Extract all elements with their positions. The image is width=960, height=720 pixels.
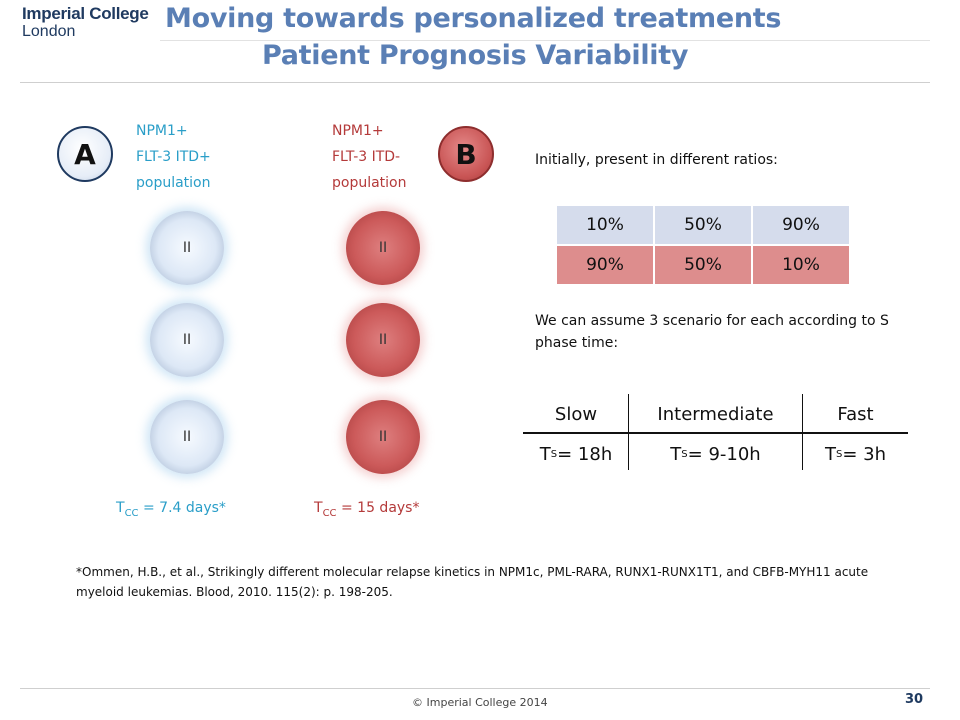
cell-b-2: II <box>346 303 420 377</box>
scenario-header-intermediate: Intermediate <box>657 403 774 425</box>
ratio-intro-text: Initially, present in different ratios: <box>535 152 778 168</box>
slide-title: Moving towards personalized treatments <box>165 3 782 34</box>
ratio-cell-b-2: 50% <box>655 246 751 284</box>
scenario-header-fast: Fast <box>837 403 874 425</box>
footer-divider <box>20 688 930 689</box>
scenario-text: We can assume 3 scenario for each accord… <box>535 313 889 351</box>
header-divider <box>20 82 930 83</box>
scenario-header-slow: Slow <box>554 403 598 425</box>
population-b-line3: population <box>332 175 407 191</box>
population-a-line2: FLT-3 ITD+ <box>136 149 211 165</box>
cell-a-1: II <box>150 211 224 285</box>
cell-label: II <box>182 332 192 348</box>
population-a-line1: NPM1+ <box>136 123 188 139</box>
cell-label: II <box>378 332 388 348</box>
ts-symbol: T <box>539 443 551 465</box>
tcc-b-subscript: CC <box>322 507 337 519</box>
logo-london: London <box>22 23 76 40</box>
cell-label: II <box>378 429 388 445</box>
reference-citation: *Ommen, H.B., et al., Strikingly differe… <box>76 565 869 599</box>
tcc-a-value: = 7.4 days* <box>138 500 226 516</box>
population-b-line2: FLT-3 ITD- <box>332 149 401 165</box>
ts-symbol: T <box>824 443 836 465</box>
tcc-a: TCC = 7.4 days* <box>116 500 226 519</box>
ts-symbol: T <box>670 443 682 465</box>
ts-value: = 9-10h <box>687 443 761 465</box>
tcc-b-value: = 15 days* <box>336 500 420 516</box>
ratio-cell-b-1: 90% <box>557 246 653 284</box>
tcc-b-symbol: T <box>314 500 323 516</box>
population-b-line1: NPM1+ <box>332 123 384 139</box>
scenario-table-hline <box>523 432 908 434</box>
badge-b: B <box>438 126 494 182</box>
slide-subtitle: Patient Prognosis Variability <box>262 40 689 71</box>
page-number: 30 <box>905 692 924 707</box>
ts-value: = 18h <box>557 443 613 465</box>
cell-a-3: II <box>150 400 224 474</box>
cell-label: II <box>182 429 192 445</box>
ratio-cell-a-1: 10% <box>557 206 653 244</box>
logo-imperial-college: Imperial College <box>22 4 149 23</box>
scenario-table-vline-1 <box>628 394 629 470</box>
footer-copyright: © Imperial College 2014 <box>412 696 548 709</box>
population-a-label: NPM1+ FLT-3 ITD+ population <box>136 118 211 196</box>
ts-subscript: S <box>550 448 558 460</box>
ratio-cell-a-2: 50% <box>655 206 751 244</box>
ts-value: = 3h <box>842 443 887 465</box>
badge-a: A <box>57 126 113 182</box>
cell-b-3: II <box>346 400 420 474</box>
cell-label: II <box>182 240 192 256</box>
ts-subscript: S <box>835 448 843 460</box>
ratio-cell-b-3: 10% <box>753 246 849 284</box>
tcc-b: TCC = 15 days* <box>314 500 419 519</box>
tcc-a-subscript: CC <box>124 507 139 519</box>
scenario-table-vline-2 <box>802 394 803 470</box>
population-b-label: NPM1+ FLT-3 ITD- population <box>332 118 407 196</box>
cell-a-2: II <box>150 303 224 377</box>
cell-label: II <box>378 240 388 256</box>
tcc-a-symbol: T <box>116 500 125 516</box>
cell-b-1: II <box>346 211 420 285</box>
population-a-line3: population <box>136 175 211 191</box>
ts-subscript: S <box>681 448 688 460</box>
ratio-cell-a-3: 90% <box>753 206 849 244</box>
header-divider-thin <box>160 40 930 41</box>
